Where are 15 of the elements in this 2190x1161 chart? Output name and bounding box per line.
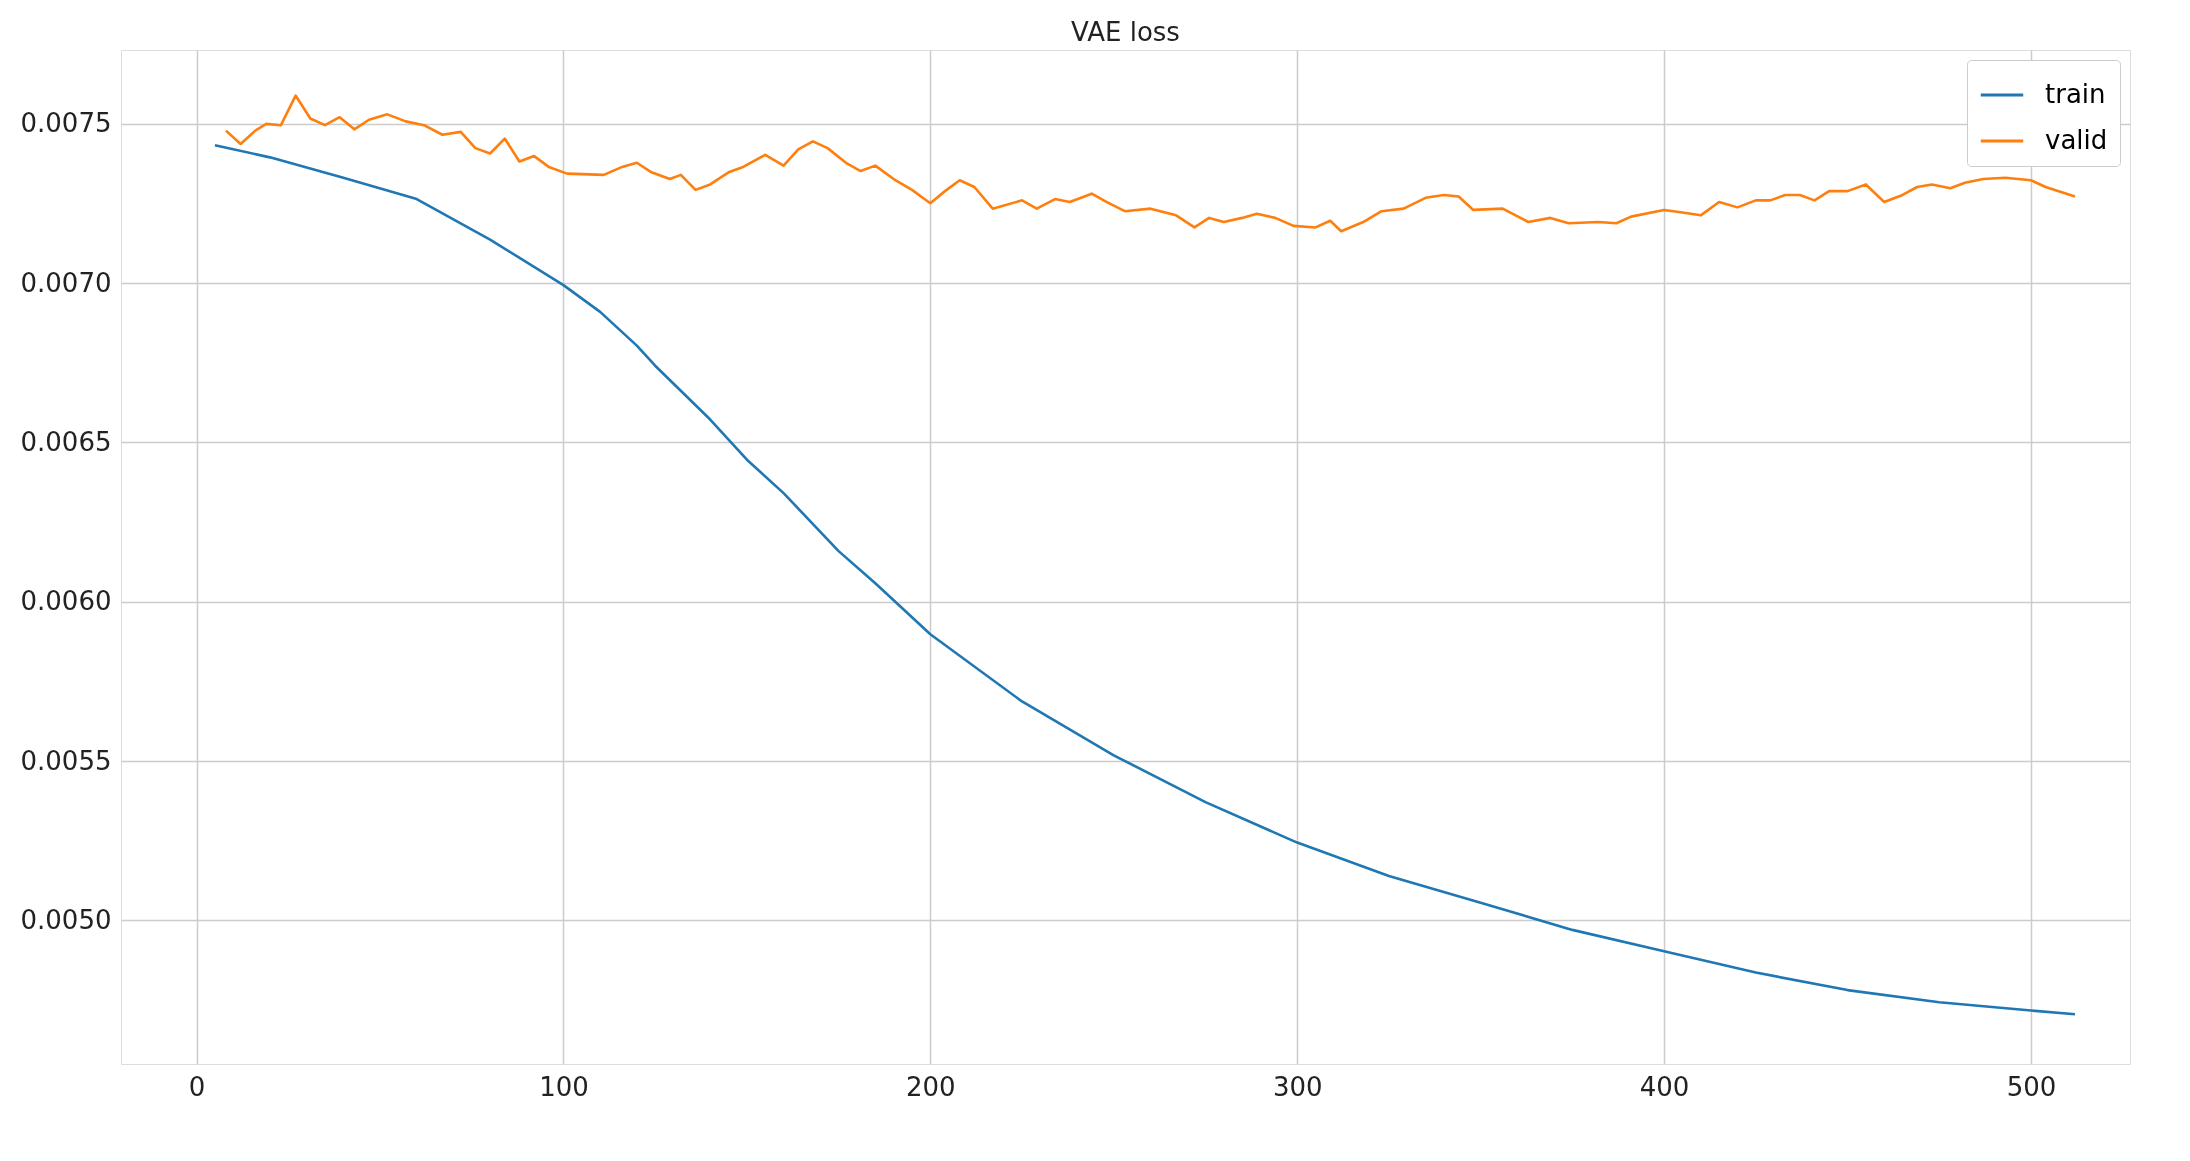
y-tick-label: 0.0075	[20, 108, 112, 139]
y-tick-label: 0.0055	[20, 745, 112, 776]
chart-title: VAE loss	[1071, 17, 1180, 47]
y-tick-label: 0.0070	[20, 267, 112, 298]
legend-label: valid	[2045, 125, 2108, 155]
legend-label: train	[2045, 79, 2106, 109]
x-tick-label: 400	[1639, 1071, 1690, 1102]
y-tick-label: 0.0060	[20, 586, 112, 617]
x-tick-label: 500	[2006, 1071, 2057, 1102]
x-tick-label: 100	[539, 1071, 589, 1102]
y-tick-label: 0.0050	[20, 904, 112, 935]
x-tick-label: 300	[1272, 1071, 1323, 1102]
y-tick-label: 0.0065	[20, 426, 112, 457]
x-tick-label: 0	[188, 1071, 206, 1102]
x-tick-label: 200	[906, 1071, 956, 1102]
